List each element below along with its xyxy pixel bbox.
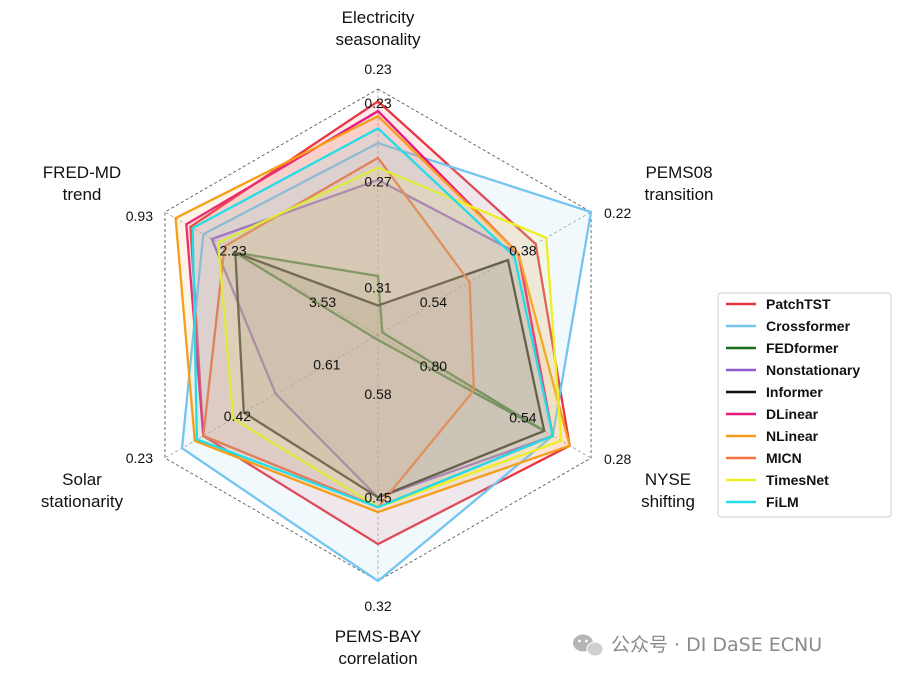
tick-label: 0.27: [364, 174, 391, 190]
wechat-icon: [573, 634, 604, 657]
tick-label: 0.23: [364, 95, 391, 111]
axis-title: shifting: [641, 492, 695, 511]
tick-label: 0.80: [420, 358, 447, 374]
legend-label: MICN: [766, 450, 802, 466]
axis-title: FRED-MD: [43, 163, 121, 182]
axis-title: PEMS-BAY: [335, 627, 422, 646]
axis-spoke: [164, 334, 379, 459]
axis-title: PEMS08: [645, 163, 712, 182]
radar-axis-titles: 0.23 Electricity seasonality 0.22 PEMS08 tran…: [41, 8, 714, 668]
tick-label: 0.38: [509, 242, 536, 258]
legend-label: TimesNet: [766, 472, 829, 488]
legend-label: Nonstationary: [766, 362, 860, 378]
watermark: 公众号 · DI DaSE ECNU: [573, 634, 822, 657]
legend-label: FEDformer: [766, 340, 839, 356]
tick-label: 2.23: [219, 242, 246, 258]
watermark-text: 公众号 · DI DaSE ECNU: [611, 634, 822, 656]
tick-label: 3.53: [309, 294, 336, 310]
axis-title: trend: [63, 185, 102, 204]
axis-max-label: 0.32: [364, 598, 391, 614]
legend-label: NLinear: [766, 428, 819, 444]
legend-label: Informer: [766, 384, 823, 400]
axis-spoke: [377, 211, 592, 336]
legend-label: FiLM: [766, 494, 799, 510]
radar-series: [174, 99, 593, 583]
axis-max-label: 0.93: [126, 208, 153, 224]
axis-title: correlation: [338, 649, 417, 668]
axis-max-label: 0.22: [604, 205, 631, 221]
axis-title: Solar: [62, 470, 102, 489]
tick-label: 0.54: [420, 294, 447, 310]
axis-max-label: 0.23: [364, 61, 391, 77]
legend: PatchTST Crossformer FEDformer Nonstationar…: [717, 292, 892, 518]
series-film: [191, 126, 555, 509]
legend-label: DLinear: [766, 406, 819, 422]
legend-label: PatchTST: [766, 296, 831, 312]
tick-label: 0.45: [364, 489, 391, 505]
axis-title: seasonality: [335, 30, 421, 49]
legend-label: Crossformer: [766, 318, 851, 334]
axis-spoke: [377, 334, 592, 459]
axis-title: stationarity: [41, 492, 124, 511]
series-informer: [234, 250, 546, 499]
legend-box: [717, 292, 892, 518]
axis-max-label: 0.23: [126, 450, 153, 466]
tick-label: 0.61: [313, 357, 340, 373]
axis-title: NYSE: [645, 470, 691, 489]
tick-label: 0.42: [224, 408, 251, 424]
axis-title: transition: [645, 185, 714, 204]
tick-label: 0.58: [364, 386, 391, 402]
radar-tick-labels: 0.23 0.27 0.31 0.38 0.54 0.54 0.80 0.45 0.58 0.42…: [219, 95, 536, 506]
axis-title: Electricity: [342, 8, 415, 27]
tick-label: 0.31: [364, 279, 391, 295]
axis-max-label: 0.28: [604, 451, 631, 467]
tick-label: 0.54: [509, 410, 536, 426]
